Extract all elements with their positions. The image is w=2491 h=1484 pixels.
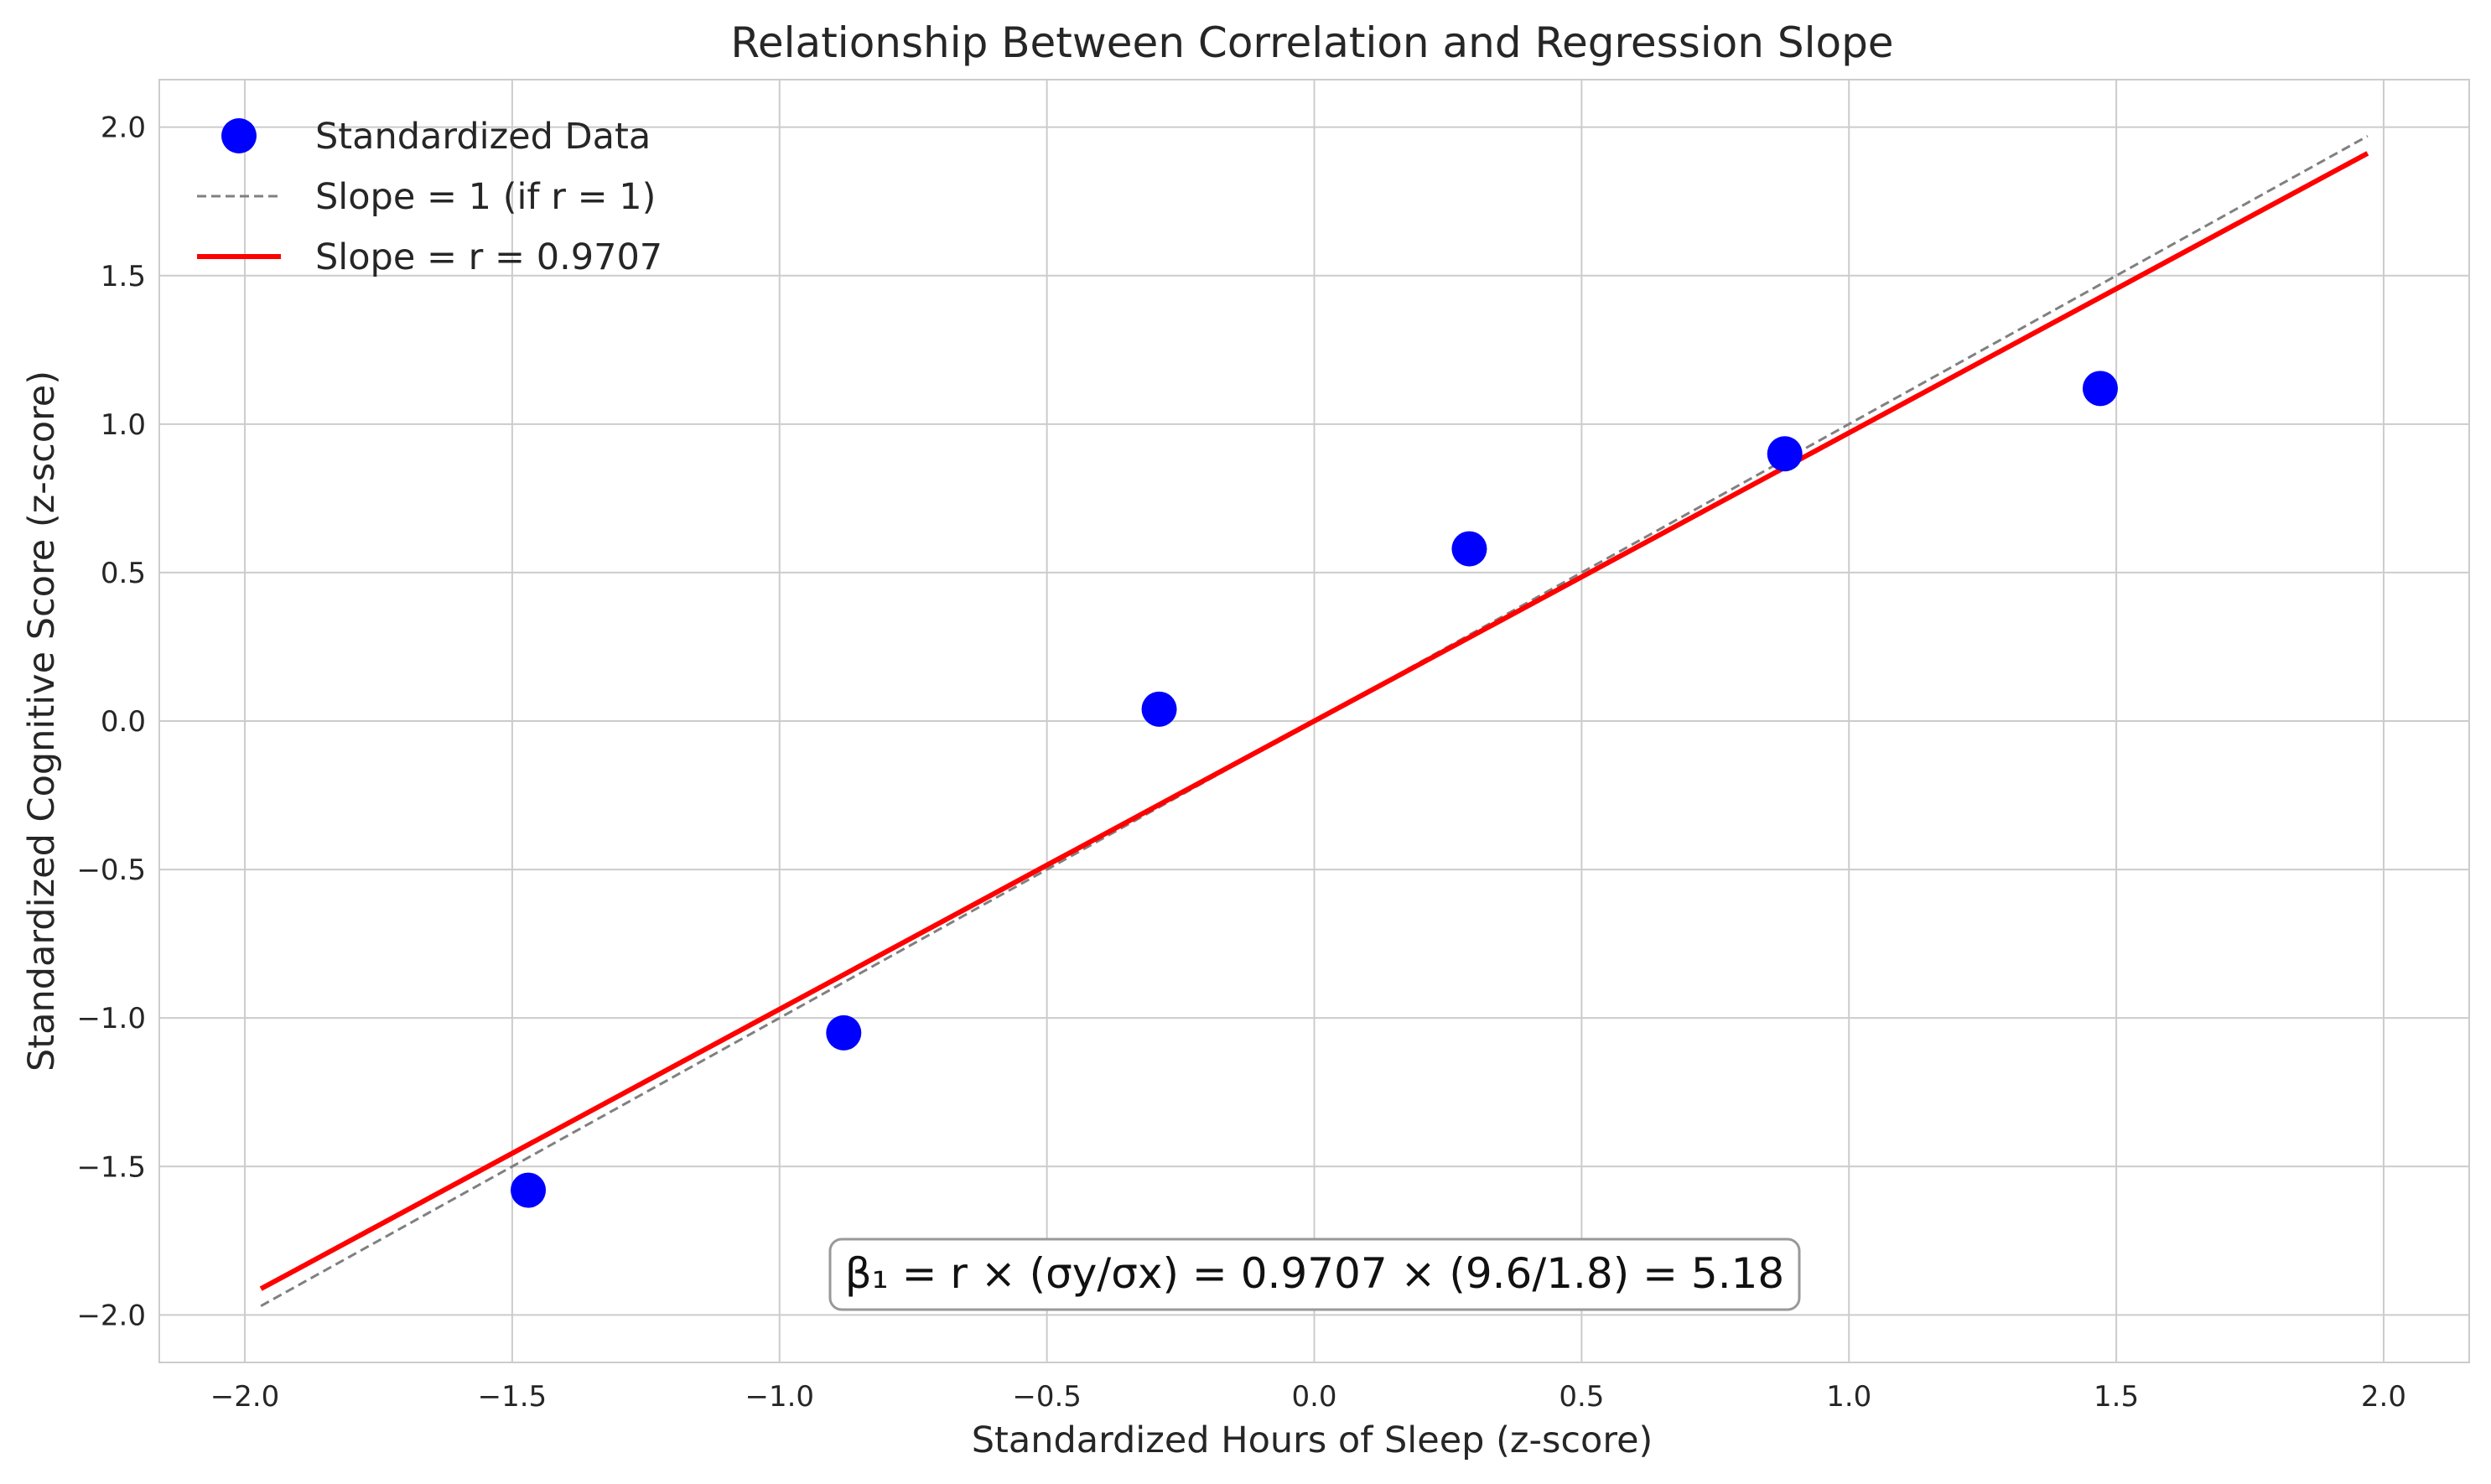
x-axis-label: Standardized Hours of Sleep (z-score) bbox=[972, 1419, 1653, 1461]
y-tick-label: −1.5 bbox=[76, 1150, 146, 1184]
chart-title: Relationship Between Correlation and Reg… bbox=[730, 18, 1893, 67]
data-point bbox=[826, 1014, 862, 1051]
y-tick-label: 2.0 bbox=[101, 112, 146, 145]
y-tick-label: 0.0 bbox=[101, 705, 146, 739]
y-tick-label: −1.0 bbox=[76, 1002, 146, 1035]
legend-marker-standardized-data bbox=[221, 118, 257, 153]
y-tick-label: 0.5 bbox=[101, 557, 146, 590]
x-tick-label: −1.0 bbox=[745, 1380, 814, 1414]
regression-lines bbox=[259, 134, 2369, 1308]
x-tick-label: −0.5 bbox=[1012, 1380, 1082, 1414]
x-tick-label: −1.5 bbox=[478, 1380, 548, 1414]
data-point bbox=[1451, 531, 1487, 567]
x-tick-labels: −2.0 −1.5 −1.0 −0.5 0.0 0.5 1.0 1.5 2.0 bbox=[210, 1380, 2406, 1414]
x-tick-label: 0.5 bbox=[1559, 1380, 1604, 1414]
data-points bbox=[511, 371, 2118, 1208]
y-tick-label: −0.5 bbox=[76, 854, 146, 887]
data-point bbox=[2082, 371, 2118, 407]
y-tick-label: 1.5 bbox=[101, 260, 146, 293]
legend-label-slope-r: Slope = r = 0.9707 bbox=[315, 236, 662, 278]
data-point bbox=[1767, 436, 1803, 472]
annotation-box bbox=[828, 1238, 1801, 1311]
slope-annotation: β₁ = r × (σy/σx) = 0.9707 × (9.6/1.8) = … bbox=[828, 1238, 1801, 1311]
y-tick-labels: −2.0 −1.5 −1.0 −0.5 0.0 0.5 1.0 1.5 2.0 bbox=[76, 112, 146, 1333]
data-point bbox=[1141, 691, 1177, 727]
annotation-text: β₁ = r × (σy/σx) = 0.9707 × (9.6/1.8) = … bbox=[845, 1249, 1785, 1298]
y-axis-label: Standardized Cognitive Score (z-score) bbox=[21, 371, 63, 1071]
legend-label-standardized-data: Standardized Data bbox=[315, 116, 651, 158]
y-tick-label: −2.0 bbox=[76, 1299, 146, 1332]
data-point bbox=[511, 1172, 547, 1208]
x-tick-label: 1.0 bbox=[1826, 1380, 1871, 1414]
y-tick-label: 1.0 bbox=[101, 408, 146, 442]
x-tick-label: 1.5 bbox=[2094, 1380, 2139, 1414]
plot-frame bbox=[158, 79, 2470, 1363]
x-tick-label: −2.0 bbox=[210, 1380, 280, 1414]
slope-r-line bbox=[259, 151, 2369, 1291]
legend: Standardized Data Slope = 1 (if r = 1) S… bbox=[197, 116, 662, 278]
x-tick-label: 0.0 bbox=[1291, 1380, 1336, 1414]
x-tick-label: 2.0 bbox=[2361, 1380, 2406, 1414]
legend-label-slope-one: Slope = 1 (if r = 1) bbox=[315, 176, 656, 218]
